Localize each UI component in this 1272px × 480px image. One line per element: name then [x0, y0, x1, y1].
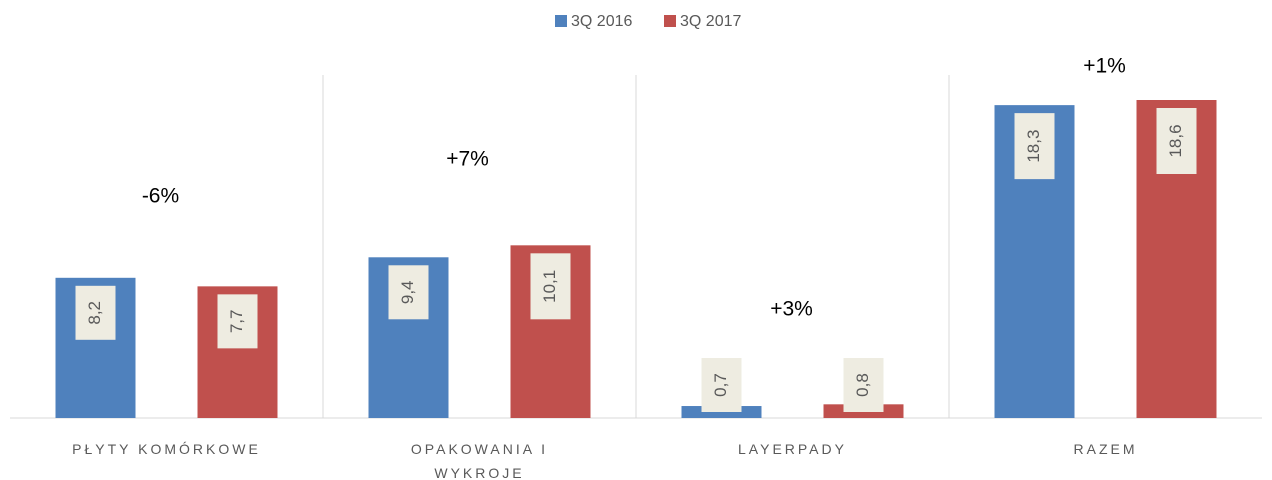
data-label: 18,6: [1166, 124, 1185, 157]
data-label-box: [217, 294, 258, 349]
data-label-box: [1156, 108, 1197, 174]
x-tick-label: OPAKOWANIA I WYKROJE: [410, 441, 549, 480]
bar: [681, 406, 762, 418]
legend-label: 3Q 2017: [680, 13, 741, 30]
data-label-box: [1014, 113, 1055, 180]
data-label: 0,8: [853, 373, 872, 397]
data-label-box: [388, 265, 429, 320]
data-label: 7,7: [227, 310, 246, 334]
annotation: +3%: [770, 298, 813, 321]
data-label: 10,1: [540, 270, 559, 303]
annotation: +7%: [446, 148, 489, 171]
x-tick-label: LAYERPADY: [738, 441, 847, 457]
data-label-box: [701, 358, 742, 412]
data-label-box: [843, 358, 884, 412]
data-label-box: [530, 253, 571, 320]
legend-swatch: [555, 15, 567, 27]
data-label-box: [75, 285, 116, 340]
annotation: -6%: [142, 185, 179, 208]
annotation: +1%: [1083, 55, 1126, 78]
x-tick-label: RAZEM: [1073, 441, 1138, 457]
legend-label: 3Q 2016: [571, 13, 632, 30]
x-tick-label: PŁYTY KOMÓRKOWE: [72, 441, 261, 457]
legend-swatch: [664, 15, 676, 27]
data-label: 9,4: [398, 280, 417, 304]
data-label: 0,7: [711, 373, 730, 397]
data-label: 8,2: [85, 301, 104, 325]
data-label: 18,3: [1024, 130, 1043, 163]
